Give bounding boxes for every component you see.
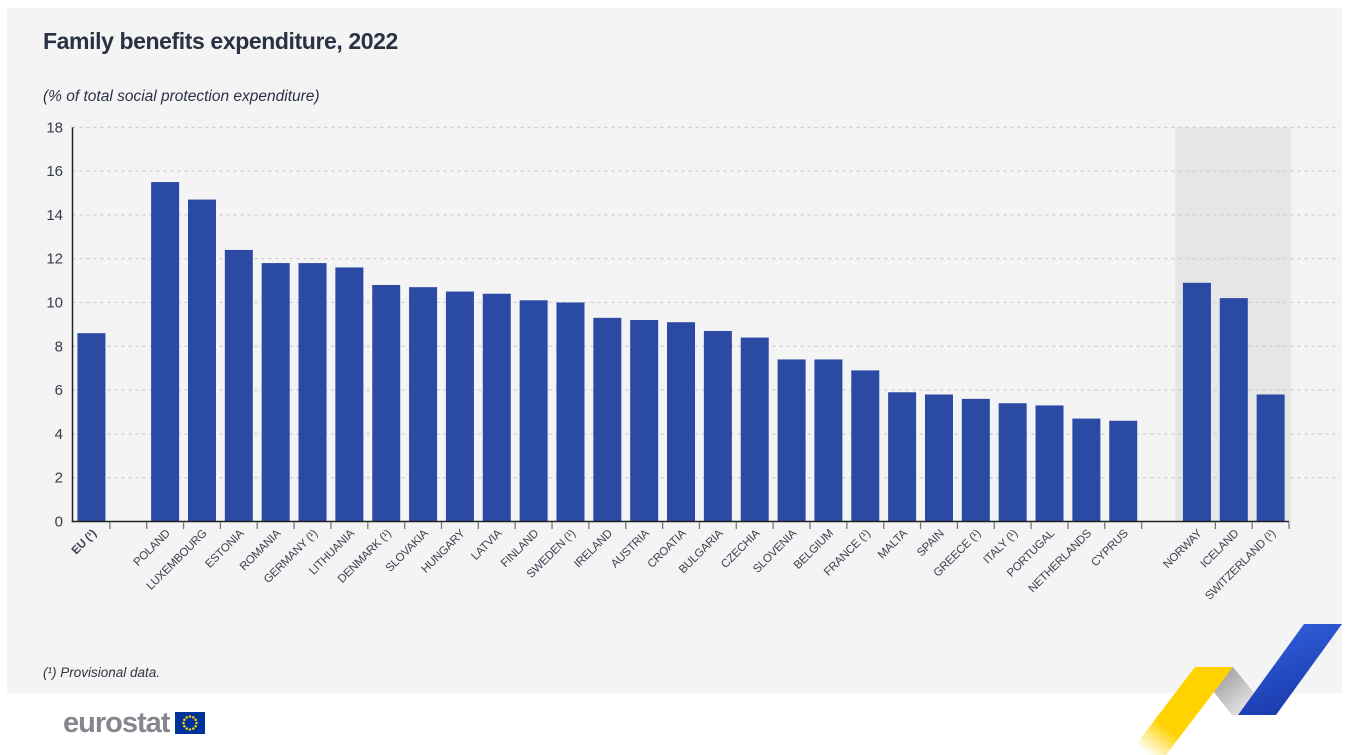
- bar-austria: [630, 320, 659, 522]
- y-tick-label-2: 2: [55, 470, 63, 487]
- footnote: (¹) Provisional data.: [43, 665, 161, 680]
- flag-star: [189, 728, 192, 731]
- bars: [77, 182, 1285, 522]
- bar-ireland: [593, 317, 622, 522]
- flag-field: [175, 712, 206, 734]
- bar-malta: [888, 392, 917, 522]
- bar-cyprus: [1109, 420, 1138, 522]
- eurostat-logo: eurostat: [63, 706, 206, 740]
- bar-estonia: [224, 249, 253, 522]
- bar-czechia: [740, 337, 769, 522]
- flag-star: [194, 718, 198, 721]
- y-tick-label-16: 16: [46, 163, 63, 180]
- flag-star: [192, 727, 195, 730]
- y-tick-label-12: 12: [46, 251, 63, 268]
- flag-star: [195, 721, 199, 725]
- y-tick-label-14: 14: [46, 207, 63, 224]
- flag-star: [192, 716, 195, 719]
- bar-finland: [519, 300, 548, 522]
- chart-title: Family benefits expenditure, 2022: [43, 28, 398, 54]
- bar-poland: [151, 182, 180, 522]
- y-tick-label-6: 6: [55, 382, 63, 399]
- x-label-spain: SPAIN: [915, 528, 947, 560]
- y-axis-labels: 0 2 4 6 8 10 12 14 16 18: [46, 119, 63, 530]
- bar-luxembourg: [187, 199, 216, 522]
- ribbon-blue-stripe: [1238, 624, 1342, 715]
- bar-france: [851, 370, 880, 522]
- x-label-austria: AUSTRIA: [609, 527, 652, 570]
- eurostat-logo-text: eurostat: [63, 706, 170, 739]
- y-tick-label-4: 4: [55, 426, 63, 443]
- bar-germany: [298, 263, 327, 522]
- x-label-norway: NORWAY: [1161, 527, 1205, 571]
- y-tick-label-10: 10: [46, 295, 63, 312]
- bar-sweden: [556, 302, 585, 522]
- bar-croatia: [667, 322, 696, 522]
- bar-belgium: [814, 359, 843, 522]
- bar-norway: [1182, 282, 1211, 522]
- x-label-cyprus: CYPRUS: [1089, 527, 1131, 569]
- x-label-latvia: LATVIA: [469, 527, 504, 562]
- bar-lithuania: [335, 267, 364, 522]
- ribbon-yellow-stripe: [1128, 667, 1233, 755]
- chart-subtitle: (% of total social protection expenditur…: [43, 88, 320, 105]
- bar-slovakia: [409, 287, 438, 522]
- x-axis-labels: EU (¹) POLANDLUXEMBOURGESTONIAROMANIAGERM…: [70, 527, 1279, 603]
- flag-star: [189, 715, 192, 718]
- bar-spain: [924, 394, 953, 522]
- bar-greece: [961, 398, 990, 522]
- y-tick-label-0: 0: [55, 514, 63, 531]
- bar-denmark: [372, 284, 401, 522]
- x-label-eu: EU (¹): [70, 527, 100, 557]
- bar-italy: [998, 403, 1027, 522]
- flag-star: [183, 725, 187, 728]
- trend-ribbon-graphic: [1128, 624, 1342, 755]
- flag-star: [185, 716, 189, 719]
- x-axis-ticks: [109, 522, 1290, 529]
- bar-eu: [77, 333, 106, 522]
- bar-netherlands: [1072, 418, 1101, 522]
- x-label-switzerland: SWITZERLAND (¹): [1203, 527, 1278, 602]
- y-tick-label-18: 18: [46, 119, 63, 136]
- x-label-netherlands: NETHERLANDS: [1027, 527, 1095, 595]
- bar-iceland: [1219, 298, 1248, 522]
- x-label-malta: MALTA: [876, 527, 910, 561]
- eu-flag-icon: [175, 712, 206, 734]
- bar-switzerland: [1256, 394, 1285, 522]
- bar-bulgaria: [703, 330, 732, 522]
- bar-portugal: [1035, 405, 1064, 522]
- bar-hungary: [445, 291, 474, 522]
- bar-romania: [261, 263, 290, 522]
- y-tick-label-8: 8: [55, 338, 63, 355]
- flag-star: [182, 721, 186, 725]
- flag-star: [194, 725, 198, 728]
- bar-slovenia: [777, 359, 806, 522]
- flag-star: [183, 718, 187, 721]
- bar-latvia: [482, 293, 511, 522]
- x-label-ireland: IRELAND: [572, 528, 615, 571]
- flag-star: [185, 727, 189, 730]
- bar-chart: 0 2 4 6 8 10 12 14 16 18 EU (¹) POLANDLUXEMBOURGEST…: [46, 119, 1340, 603]
